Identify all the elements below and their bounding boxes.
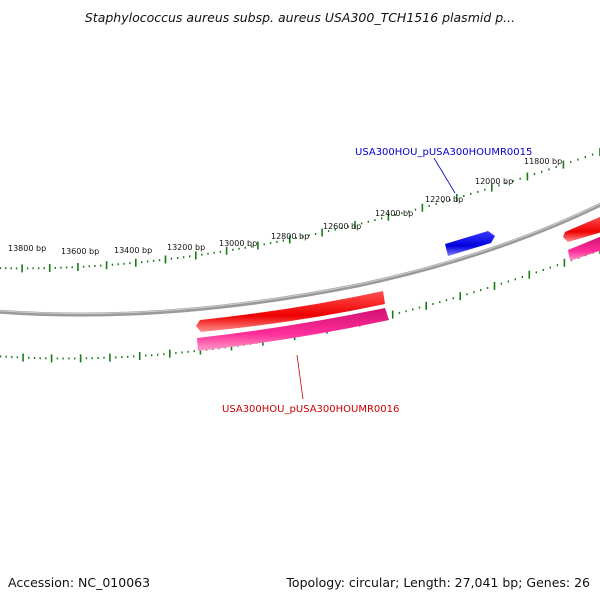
- gene-0015-label[interactable]: USA300HOU_pUSA300HOUMR0015: [355, 147, 532, 158]
- gene-0016-reverse-arrow[interactable]: [197, 308, 389, 351]
- topology-summary: Topology: circular; Length: 27,041 bp; G…: [286, 575, 590, 590]
- gene-0016-forward-arrow[interactable]: [196, 291, 385, 332]
- ruler-label: 12400 bp: [375, 209, 413, 218]
- accession-text: Accession: NC_010063: [8, 575, 151, 590]
- ruler-label: 13000 bp: [219, 239, 257, 248]
- ruler-label: 12600 bp: [323, 222, 361, 231]
- ruler-label: 12200 bp: [425, 195, 463, 204]
- ruler-label: 13800 bp: [8, 244, 46, 253]
- ruler-label: 13200 bp: [167, 243, 205, 252]
- map-title: Staphylococcus aureus subsp. aureus USA3…: [84, 10, 516, 25]
- gene-0016-label[interactable]: USA300HOU_pUSA300HOUMR0016: [222, 404, 399, 415]
- ruler-label: 12000 bp: [475, 177, 513, 186]
- gene-0015-callout-line: [433, 157, 456, 194]
- ruler-label: 13600 bp: [61, 247, 99, 256]
- gene-0015-arrow[interactable]: [445, 231, 495, 256]
- ruler-label: 13400 bp: [114, 246, 152, 255]
- gene-0016-callout-line: [296, 354, 304, 400]
- inner-ruler: [0, 246, 600, 363]
- ruler-label: 11800 bp: [524, 157, 562, 166]
- outer-ruler: [0, 148, 600, 273]
- partial-red-gene-arrow[interactable]: [563, 216, 600, 242]
- plasmid-backbone-highlight: [0, 203, 600, 315]
- partial-pink-gene-arrow[interactable]: [568, 236, 600, 261]
- plasmid-backbone: [0, 202, 600, 317]
- ruler-label: 12800 bp: [271, 232, 309, 241]
